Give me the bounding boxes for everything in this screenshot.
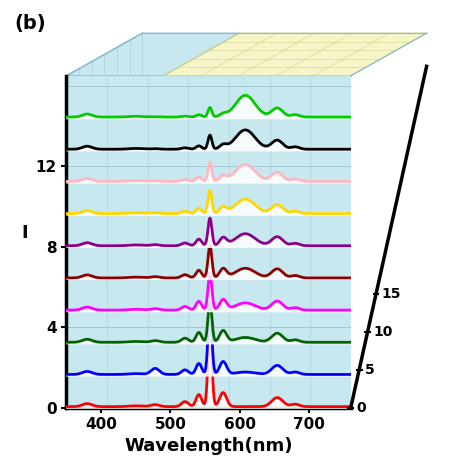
Text: (b): (b)	[14, 14, 46, 33]
Text: 5: 5	[365, 363, 374, 377]
Text: 15: 15	[382, 287, 401, 301]
Y-axis label: I: I	[21, 224, 27, 242]
Text: 0: 0	[356, 401, 366, 415]
X-axis label: Wavelength(nm): Wavelength(nm)	[124, 437, 293, 455]
Text: 10: 10	[374, 325, 392, 339]
